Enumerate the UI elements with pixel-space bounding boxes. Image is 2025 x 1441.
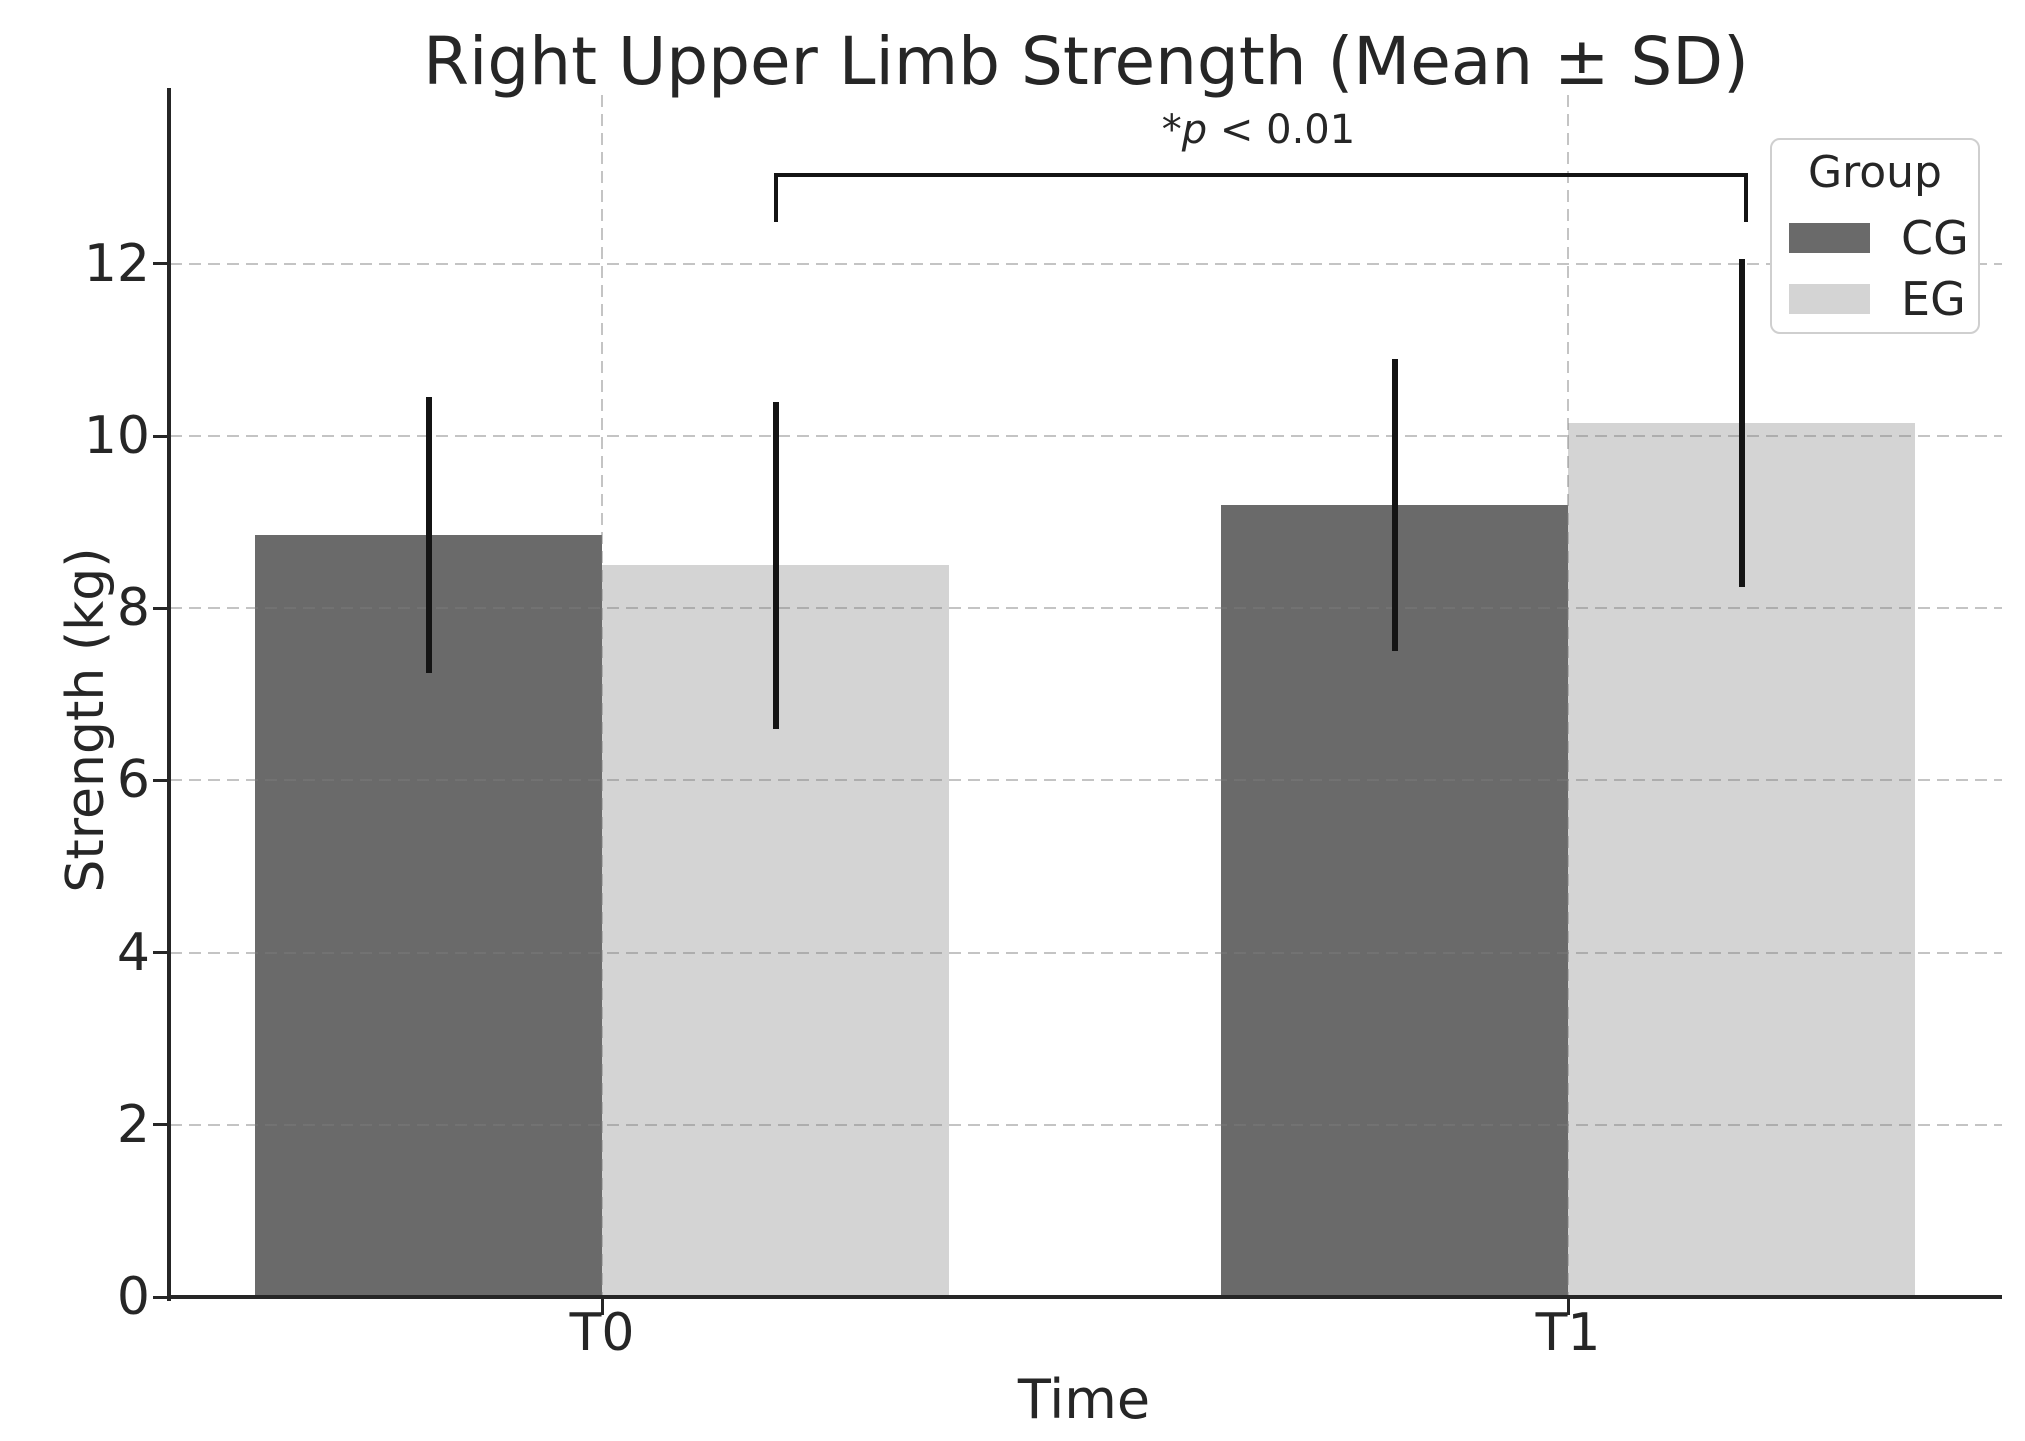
legend-label-CG: CG bbox=[1901, 211, 1969, 265]
y-tick-label-8: 8 bbox=[116, 578, 150, 639]
y-tick-label-0: 0 bbox=[116, 1267, 150, 1327]
legend-row-CG: CG bbox=[1772, 215, 1978, 261]
x-tick-T1 bbox=[1566, 1299, 1570, 1315]
y-tick-label-10: 10 bbox=[83, 406, 150, 466]
gridline-y-8 bbox=[170, 607, 2002, 610]
gridline-y-12 bbox=[170, 262, 2002, 265]
gridline-y-2 bbox=[170, 1123, 2002, 1126]
p-value-comparison: < 0.01 bbox=[1207, 107, 1356, 153]
y-axis-spine bbox=[167, 88, 171, 1301]
y-tick-label-2: 2 bbox=[116, 1094, 150, 1155]
y-tick-10 bbox=[153, 434, 169, 438]
error-bar-CG-T0 bbox=[425, 397, 432, 673]
significance-bracket bbox=[773, 173, 1748, 222]
legend-row-EG: EG bbox=[1772, 276, 1978, 322]
chart-title: Right Upper Limb Strength (Mean ± SD) bbox=[423, 23, 1749, 100]
gridline-y-4 bbox=[170, 951, 2002, 954]
significance-annotation: *p < 0.01 bbox=[1162, 106, 1355, 154]
gridline-x-T0 bbox=[601, 95, 603, 1297]
legend: Group CG EG bbox=[1770, 138, 1980, 334]
y-tick-0 bbox=[153, 1295, 169, 1299]
y-tick-8 bbox=[153, 606, 169, 610]
x-axis-label: Time bbox=[1017, 1368, 1151, 1431]
x-tick-label-T0: T0 bbox=[569, 1303, 635, 1363]
p-value-variable: p bbox=[1181, 107, 1208, 153]
y-tick-12 bbox=[153, 262, 169, 266]
y-tick-label-6: 6 bbox=[116, 750, 150, 811]
legend-swatch-EG bbox=[1789, 284, 1870, 314]
gridline-x-T1 bbox=[1567, 95, 1569, 1297]
error-bar-EG-T1 bbox=[1738, 259, 1745, 587]
legend-label-EG: EG bbox=[1901, 272, 1966, 326]
significance-star: * bbox=[1161, 107, 1182, 153]
gridline-y-6 bbox=[170, 779, 2002, 782]
y-tick-4 bbox=[153, 951, 169, 955]
y-tick-label-4: 4 bbox=[116, 922, 150, 983]
x-axis-spine bbox=[167, 1295, 2002, 1299]
error-bar-EG-T0 bbox=[772, 401, 779, 729]
y-tick-label-12: 12 bbox=[83, 233, 150, 294]
y-tick-2 bbox=[153, 1123, 169, 1127]
x-tick-label-T1: T1 bbox=[1535, 1303, 1601, 1363]
legend-rows: CG EG bbox=[1772, 215, 1978, 322]
legend-title: Group bbox=[1808, 147, 1942, 198]
gridline-y-10 bbox=[170, 435, 2002, 437]
legend-swatch-CG bbox=[1789, 223, 1870, 253]
x-tick-T0 bbox=[600, 1299, 604, 1315]
error-bar-CG-T1 bbox=[1391, 358, 1398, 652]
y-tick-6 bbox=[153, 778, 169, 782]
